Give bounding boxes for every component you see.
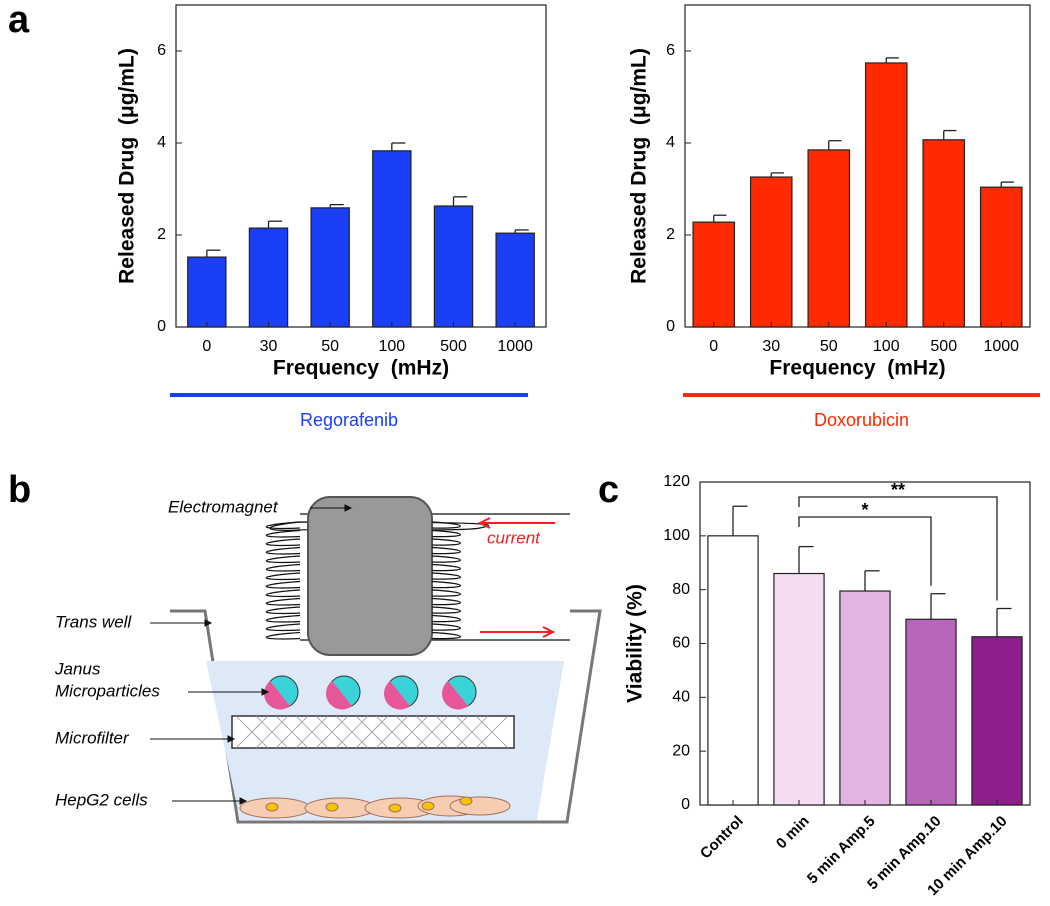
arrow	[477, 517, 555, 529]
bar	[310, 207, 350, 328]
significance-bracket	[798, 516, 932, 586]
y-tick-label: 60	[672, 635, 690, 652]
x-tick-label: 100	[378, 338, 405, 355]
winding	[265, 589, 462, 598]
electromagnet	[307, 496, 433, 656]
x-tick-label: 500	[930, 338, 957, 355]
label: HepG2 cells	[55, 790, 148, 809]
winding	[265, 580, 462, 589]
x-tick-label: 500	[440, 338, 467, 355]
y-tick-label: 80	[672, 581, 690, 598]
significance-bracket	[798, 496, 998, 601]
x-tick-label: 1000	[983, 338, 1019, 355]
label: Microparticles	[55, 681, 160, 700]
winding	[265, 572, 462, 581]
plot-frame	[175, 4, 547, 328]
label: Electromagnet	[168, 497, 279, 516]
x-tick-label: 0	[709, 338, 718, 355]
winding	[265, 631, 462, 640]
bar	[922, 139, 966, 328]
y-axis-label: Released Drug (μg/mL)	[628, 48, 651, 284]
y-tick-label: 120	[663, 473, 690, 490]
x-tick-label: 30	[762, 338, 780, 355]
panel-label: a	[8, 0, 30, 41]
y-axis-label: Viability (%)	[624, 584, 647, 703]
x-axis-label: Frequency (mHz)	[769, 357, 945, 380]
winding	[265, 555, 462, 564]
y-tick-label: 0	[157, 318, 166, 335]
arrow	[480, 626, 556, 638]
pointers	[150, 504, 353, 805]
winding	[265, 623, 462, 632]
bar	[187, 256, 227, 328]
bar	[905, 618, 957, 806]
bar	[433, 205, 474, 328]
bar	[749, 176, 793, 328]
significance-label: *	[861, 500, 868, 520]
trans-well	[170, 609, 602, 824]
panel-label: b	[8, 469, 31, 511]
significance-label: **	[891, 480, 905, 500]
bar	[971, 636, 1023, 806]
cells	[239, 795, 511, 819]
bar	[692, 221, 736, 328]
bar	[707, 535, 759, 806]
x-tick-label: 1000	[497, 338, 533, 355]
bar	[839, 590, 891, 806]
y-tick-label: 20	[672, 742, 690, 759]
label: current	[487, 528, 541, 547]
winding	[265, 529, 462, 538]
label: Janus	[54, 659, 101, 678]
x-tick-label: 0 min	[773, 813, 813, 853]
x-axis-label: Frequency (mHz)	[273, 357, 449, 380]
caption: Regorafenib	[300, 410, 398, 430]
winding	[265, 597, 462, 606]
y-tick-label: 0	[681, 796, 690, 813]
winding	[265, 538, 462, 547]
x-tick-label: 5 min Amp.5	[804, 813, 879, 888]
bar	[979, 186, 1023, 328]
winding	[265, 563, 462, 572]
caption: Doxorubicin	[814, 410, 909, 430]
diagram: Electromagnet current Trans well Janus M…	[54, 496, 602, 824]
x-tick-label: 50	[321, 338, 339, 355]
label: Microfilter	[55, 728, 130, 747]
x-tick-label: 50	[820, 338, 838, 355]
y-tick-label: 0	[666, 318, 675, 335]
x-tick-label: Control	[697, 813, 747, 863]
y-tick-label: 100	[663, 527, 690, 544]
bar	[248, 227, 289, 328]
x-tick-label: 0	[202, 338, 211, 355]
y-tick-label: 6	[666, 42, 675, 59]
y-tick-label: 2	[666, 226, 675, 243]
microfilter	[231, 715, 515, 749]
plot-frame	[684, 4, 1031, 328]
winding	[265, 606, 462, 615]
winding	[265, 521, 462, 530]
winding	[265, 614, 462, 623]
winding	[265, 546, 462, 555]
y-tick-label: 40	[672, 689, 690, 706]
coil	[265, 521, 462, 640]
hatch	[235, 715, 509, 749]
y-tick-label: 2	[157, 226, 166, 243]
y-tick-label: 6	[157, 42, 166, 59]
particles	[264, 675, 477, 710]
bar	[773, 572, 825, 806]
label: Trans well	[55, 612, 132, 631]
x-tick-label: 100	[873, 338, 900, 355]
bar	[495, 232, 535, 328]
bar	[372, 150, 412, 328]
y-axis-label: Released Drug (μg/mL)	[116, 48, 139, 284]
x-tick-label: 30	[260, 338, 278, 355]
y-tick-label: 4	[666, 134, 675, 151]
bar	[807, 149, 851, 328]
panel-label: c	[598, 469, 619, 511]
y-tick-label: 4	[157, 134, 166, 151]
bar	[864, 62, 908, 328]
